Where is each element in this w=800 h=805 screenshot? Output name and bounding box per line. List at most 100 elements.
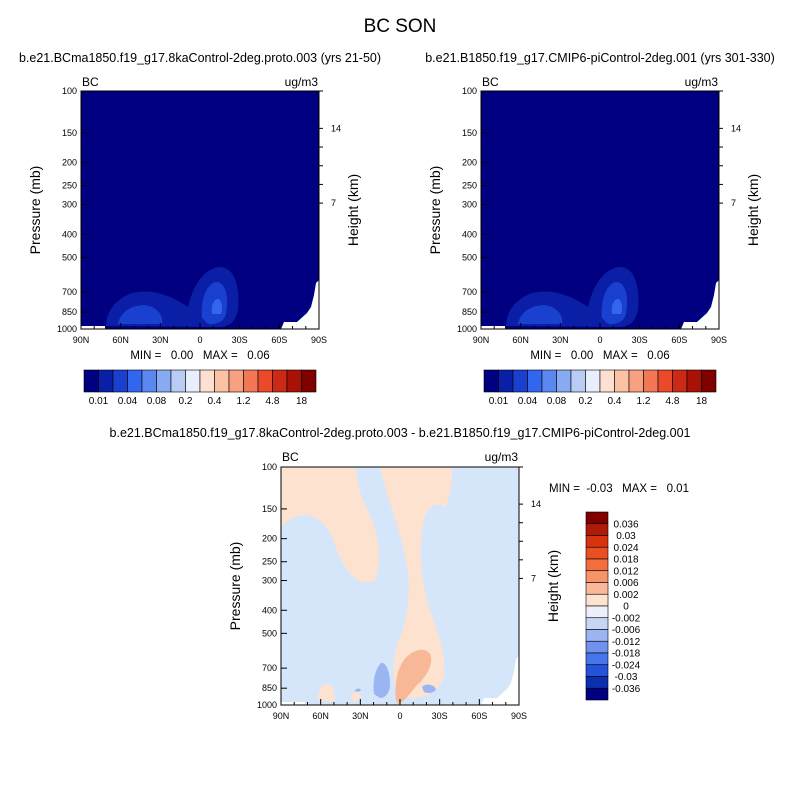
panel-2-contour-mid (518, 282, 628, 325)
panel-3-colorbar-label: 0.002 (613, 590, 638, 601)
panel-2-colorbar-label: 18 (696, 396, 708, 407)
panel-1-colorbar-label: 0.04 (118, 396, 138, 407)
panel-2-y-tick-label: 1000 (457, 324, 477, 334)
panel-1-colorbar-swatch (141, 369, 157, 393)
panel-3-y-tick-label: 150 (262, 504, 277, 514)
panel-1-x-axis: 90N 60N 30N 0 30S 60S 90S (73, 323, 327, 345)
panel-3-right-tick-label: 7 (531, 573, 536, 583)
panel-1-contour-high (211, 299, 222, 314)
panel-1-ylabel-right: Height (km) (345, 174, 361, 246)
panel-3-colorbar-swatch (585, 629, 609, 642)
panel-2-colorbar-label: 0.2 (579, 396, 593, 407)
panel-1-x-tick-label: 60S (271, 335, 287, 345)
panel-3-negative-blob-right (422, 684, 436, 693)
panel-3-y-tick-label: 850 (262, 683, 277, 693)
panel-2-y-tick-label: 250 (462, 181, 477, 191)
panel-1-y-tick-label: 300 (62, 200, 77, 210)
panel-2-y-tick-label: 500 (462, 252, 477, 262)
panel-1-colorbar-label: 1.2 (237, 396, 251, 407)
panel-1-right-tick-label: 7 (331, 198, 336, 208)
panel-3-y-tick-label: 400 (262, 605, 277, 615)
panel-1-title: b.e21.BCma1850.f19_g17.8kaControl-2deg.p… (19, 51, 381, 65)
panel-3-x-tick-label: 30N (352, 711, 369, 721)
panel-2-colorbar-swatch (541, 369, 557, 393)
panel-2-colorbar-swatch (628, 369, 644, 393)
panel-1-colorbar: 0.01 0.04 0.08 0.2 0.4 1.2 4.8 18 (83, 369, 317, 407)
panel-1-colorbar-swatch (83, 369, 99, 393)
panel-3-colorbar-label: 0 (623, 602, 629, 613)
panel-3-positive-left-band (281, 467, 379, 582)
panel-2-colorbar-swatch (599, 369, 615, 393)
panel-2-contour-high (611, 299, 622, 314)
panel-1-colorbar-swatch (214, 369, 230, 393)
panel-3-y-tick-label: 100 (262, 462, 277, 472)
panel-3-colorbar-swatch (585, 558, 609, 572)
panel-2-colorbar-label: 0.4 (608, 396, 622, 407)
panel-2-colorbar-swatch (498, 369, 514, 393)
panel-2-y-tick-label: 150 (462, 128, 477, 138)
panel-3-colorbar-label: 0.012 (613, 566, 638, 577)
panel-3-colorbar-label: 0.006 (613, 578, 638, 589)
panel-3-ylabel-right: Height (km) (545, 550, 561, 622)
panel-3-colorbar-swatch (585, 664, 609, 677)
panel-2-title: b.e21.B1850.f19_g17.CMIP6-piControl-2deg… (425, 51, 775, 65)
panel-3-colorbar-label: 0.036 (613, 519, 638, 530)
panel-2-missing-data (481, 280, 719, 329)
panel-3-colorbar-swatch (585, 640, 609, 654)
panel-3-x-tick-label: 60S (471, 711, 487, 721)
panel-2-ylabel-right: Height (km) (745, 174, 761, 246)
panel-1-x-tick-label: 90N (73, 335, 90, 345)
panel-2-colorbar-swatch (701, 369, 717, 393)
panel-2-y-axis: 100 150 200 250 300 400 500 700 850 1000 (457, 86, 487, 334)
panel-2-x-tick-label: 90S (711, 335, 727, 345)
panel-1: b.e21.BCma1850.f19_g17.8kaControl-2deg.p… (19, 51, 381, 407)
panel-2-colorbar-swatch (556, 369, 572, 393)
panel-1-colorbar-swatch (228, 369, 244, 393)
panel-3-right-tick-label: 14 (531, 499, 541, 509)
panel-3-colorbar-label: -0.03 (615, 672, 638, 683)
panel-3-colorbar-label: -0.018 (612, 649, 641, 660)
panel-2-x-tick-label: 30S (632, 335, 648, 345)
panel-3-colorbar-swatch (585, 593, 609, 607)
panel-3-colorbar-swatch (585, 511, 609, 525)
panel-3-x-tick-label: 60N (312, 711, 329, 721)
panel-3-colorbar-swatch (585, 535, 609, 548)
panel-2-colorbar-swatch (527, 369, 543, 393)
panel-2-x-tick-label: 0 (597, 335, 602, 345)
panel-3-colorbar-swatch (585, 652, 609, 666)
panel-1-x-tick-label: 60N (112, 335, 129, 345)
panel-1-x-tick-label: 90S (311, 335, 327, 345)
panel-1-y-tick-label: 100 (62, 86, 77, 96)
panel-1-x-tick-label: 30S (232, 335, 248, 345)
panel-3-y-tick-label: 300 (262, 576, 277, 586)
panel-2-y-tick-label: 850 (462, 307, 477, 317)
panel-1-colorbar-swatch (127, 369, 143, 393)
panel-1-colorbar-swatch (170, 369, 186, 393)
panel-1-colorbar-swatch (199, 369, 215, 393)
panel-2-colorbar-label: 0.01 (489, 396, 509, 407)
panel-1-missing-data (81, 280, 319, 329)
panel-3: b.e21.BCma1850.f19_g17.8kaControl-2deg.p… (110, 426, 691, 721)
panel-1-units: ug/m3 (285, 75, 319, 89)
panel-2-colorbar-label: 0.04 (518, 396, 538, 407)
panel-3-positive-central-plume (380, 467, 452, 698)
panel-2-x-tick-label: 30N (552, 335, 569, 345)
panel-1-y-axis: 100 150 200 250 300 400 500 700 850 1000 (57, 86, 87, 334)
panel-3-x-tick-label: 30S (432, 711, 448, 721)
panel-2-right-tick-label: 14 (731, 123, 741, 133)
panel-1-y-tick-label: 700 (62, 287, 77, 297)
panel-2-y-tick-label: 300 (462, 200, 477, 210)
panel-3-field (281, 467, 519, 705)
panel-3-right-axis: 14 7 (519, 466, 541, 583)
panel-2-right-tick-label: 7 (731, 198, 736, 208)
panel-1-field (81, 91, 319, 329)
panel-3-colorbar-swatch (585, 570, 609, 583)
panel-2-right-axis: 14 7 (719, 90, 741, 208)
panel-2-y-tick-label: 700 (462, 287, 477, 297)
panel-3-colorbar-label: -0.006 (612, 625, 641, 636)
panel-3-negative-blob-small (355, 688, 361, 692)
panel-2-colorbar-swatch (570, 369, 586, 393)
panel-3-colorbar-label: 0.018 (613, 555, 638, 566)
panel-3-colorbar-swatch (585, 605, 609, 619)
